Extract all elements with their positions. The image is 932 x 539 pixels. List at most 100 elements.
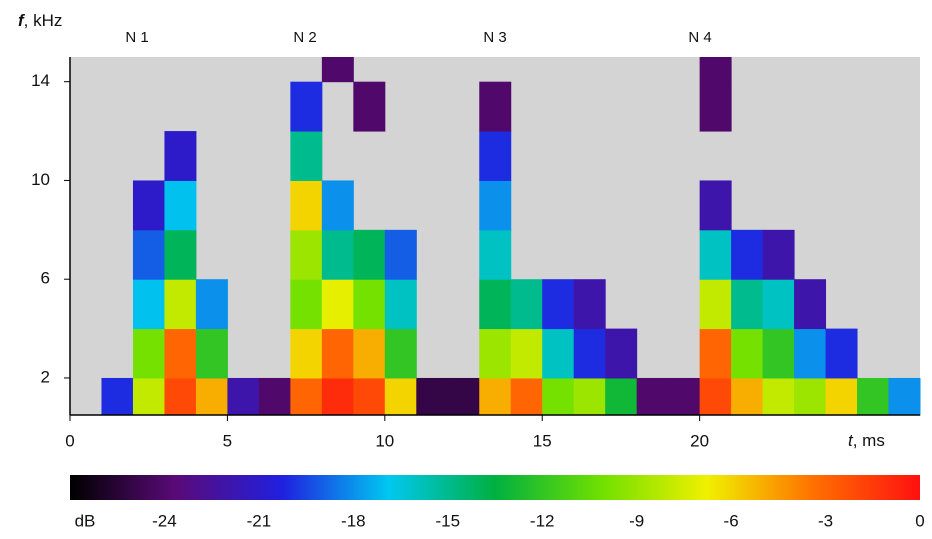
heat-cell xyxy=(825,328,858,379)
heat-cell xyxy=(573,279,606,330)
heat-cell xyxy=(731,229,764,280)
heat-cell xyxy=(132,328,165,379)
heat-cell xyxy=(353,328,386,379)
heat-cell xyxy=(195,377,228,416)
heat-cell xyxy=(384,229,417,280)
heat-cell xyxy=(762,229,795,280)
heat-cell xyxy=(321,377,354,416)
heat-cell xyxy=(164,279,197,330)
heat-cell xyxy=(794,377,827,416)
heat-cell xyxy=(164,328,197,379)
heat-cell xyxy=(542,328,575,379)
x-axis-label: t, ms xyxy=(848,431,885,450)
heat-cell xyxy=(794,279,827,330)
heat-cell xyxy=(321,180,354,231)
heat-cell xyxy=(479,81,512,132)
heat-cell xyxy=(825,377,858,416)
heat-cell xyxy=(164,180,197,231)
colorbar-tick-label: -24 xyxy=(152,511,177,530)
colorbar-label: dB xyxy=(75,511,96,530)
heat-cell xyxy=(542,377,575,416)
burst-label: N 2 xyxy=(293,29,316,46)
burst-label: N 3 xyxy=(483,29,506,46)
colorbar-tick-label: -9 xyxy=(629,511,644,530)
heat-cell xyxy=(762,377,795,416)
heat-cell xyxy=(699,377,732,416)
heat-cell xyxy=(731,279,764,330)
heat-cell xyxy=(353,229,386,280)
heat-cell xyxy=(510,328,543,379)
heat-cell xyxy=(699,279,732,330)
heat-cell xyxy=(731,328,764,379)
heat-cell xyxy=(510,377,543,416)
y-tick-label: 6 xyxy=(41,269,50,288)
heat-cell xyxy=(290,328,323,379)
heat-cell xyxy=(857,377,890,416)
heat-cell xyxy=(321,279,354,330)
heat-cell xyxy=(132,229,165,280)
heat-cell xyxy=(605,328,638,379)
heat-cell xyxy=(101,377,134,416)
heat-cell xyxy=(479,279,512,330)
heat-cell xyxy=(164,131,197,181)
colorbar-tick-label: -18 xyxy=(341,511,366,530)
heat-cell xyxy=(290,81,323,132)
y-axis-label: f, kHz xyxy=(18,11,62,30)
heat-cell xyxy=(132,180,165,231)
heat-cell xyxy=(384,328,417,379)
colorbar xyxy=(70,475,920,500)
y-tick-label: 10 xyxy=(31,170,50,189)
heat-cell xyxy=(762,279,795,330)
heat-cell xyxy=(479,328,512,379)
colorbar-tick-label: 0 xyxy=(915,511,924,530)
colorbar-tick-label: -12 xyxy=(530,511,555,530)
heat-cell xyxy=(479,229,512,280)
x-tick-label: 5 xyxy=(223,431,232,450)
x-tick-label: 15 xyxy=(533,431,552,450)
colorbar-tick-label: -21 xyxy=(247,511,272,530)
heat-cell xyxy=(290,131,323,181)
heat-cell xyxy=(636,377,669,416)
heat-cell xyxy=(258,377,291,416)
heat-cell xyxy=(605,377,638,416)
heat-cell xyxy=(479,180,512,231)
heat-cell xyxy=(353,279,386,330)
heat-cell xyxy=(479,377,512,416)
heat-cell xyxy=(290,180,323,231)
burst-label: N 4 xyxy=(688,29,711,46)
colorbar-tick-label: -6 xyxy=(724,511,739,530)
heat-cell xyxy=(195,328,228,379)
heat-cell xyxy=(542,279,575,330)
heat-cell xyxy=(164,229,197,280)
heat-cell xyxy=(479,131,512,181)
colorbar-tick-label: -3 xyxy=(818,511,833,530)
heat-cell xyxy=(888,377,921,416)
heat-cell xyxy=(573,377,606,416)
heat-cell xyxy=(321,229,354,280)
heat-cell xyxy=(290,377,323,416)
heat-cell xyxy=(447,377,480,416)
colorbar-tick-label: -15 xyxy=(435,511,460,530)
heat-cell xyxy=(668,377,701,416)
heat-cell xyxy=(762,328,795,379)
heat-cell xyxy=(321,57,354,83)
heat-cell xyxy=(290,279,323,330)
heat-cell xyxy=(384,279,417,330)
x-tick-label: 0 xyxy=(65,431,74,450)
heat-cell xyxy=(195,279,228,330)
heat-cell xyxy=(132,279,165,330)
heat-cell xyxy=(699,57,732,83)
heat-cell xyxy=(699,229,732,280)
heat-cell xyxy=(731,377,764,416)
heat-cell xyxy=(132,377,165,416)
heat-cell xyxy=(353,377,386,416)
x-tick-label: 10 xyxy=(375,431,394,450)
heat-cell xyxy=(794,328,827,379)
heat-cell xyxy=(573,328,606,379)
heat-cell xyxy=(164,377,197,416)
heat-cell xyxy=(416,377,449,416)
heat-cell xyxy=(699,81,732,132)
heat-cell xyxy=(699,328,732,379)
heat-cell xyxy=(290,229,323,280)
